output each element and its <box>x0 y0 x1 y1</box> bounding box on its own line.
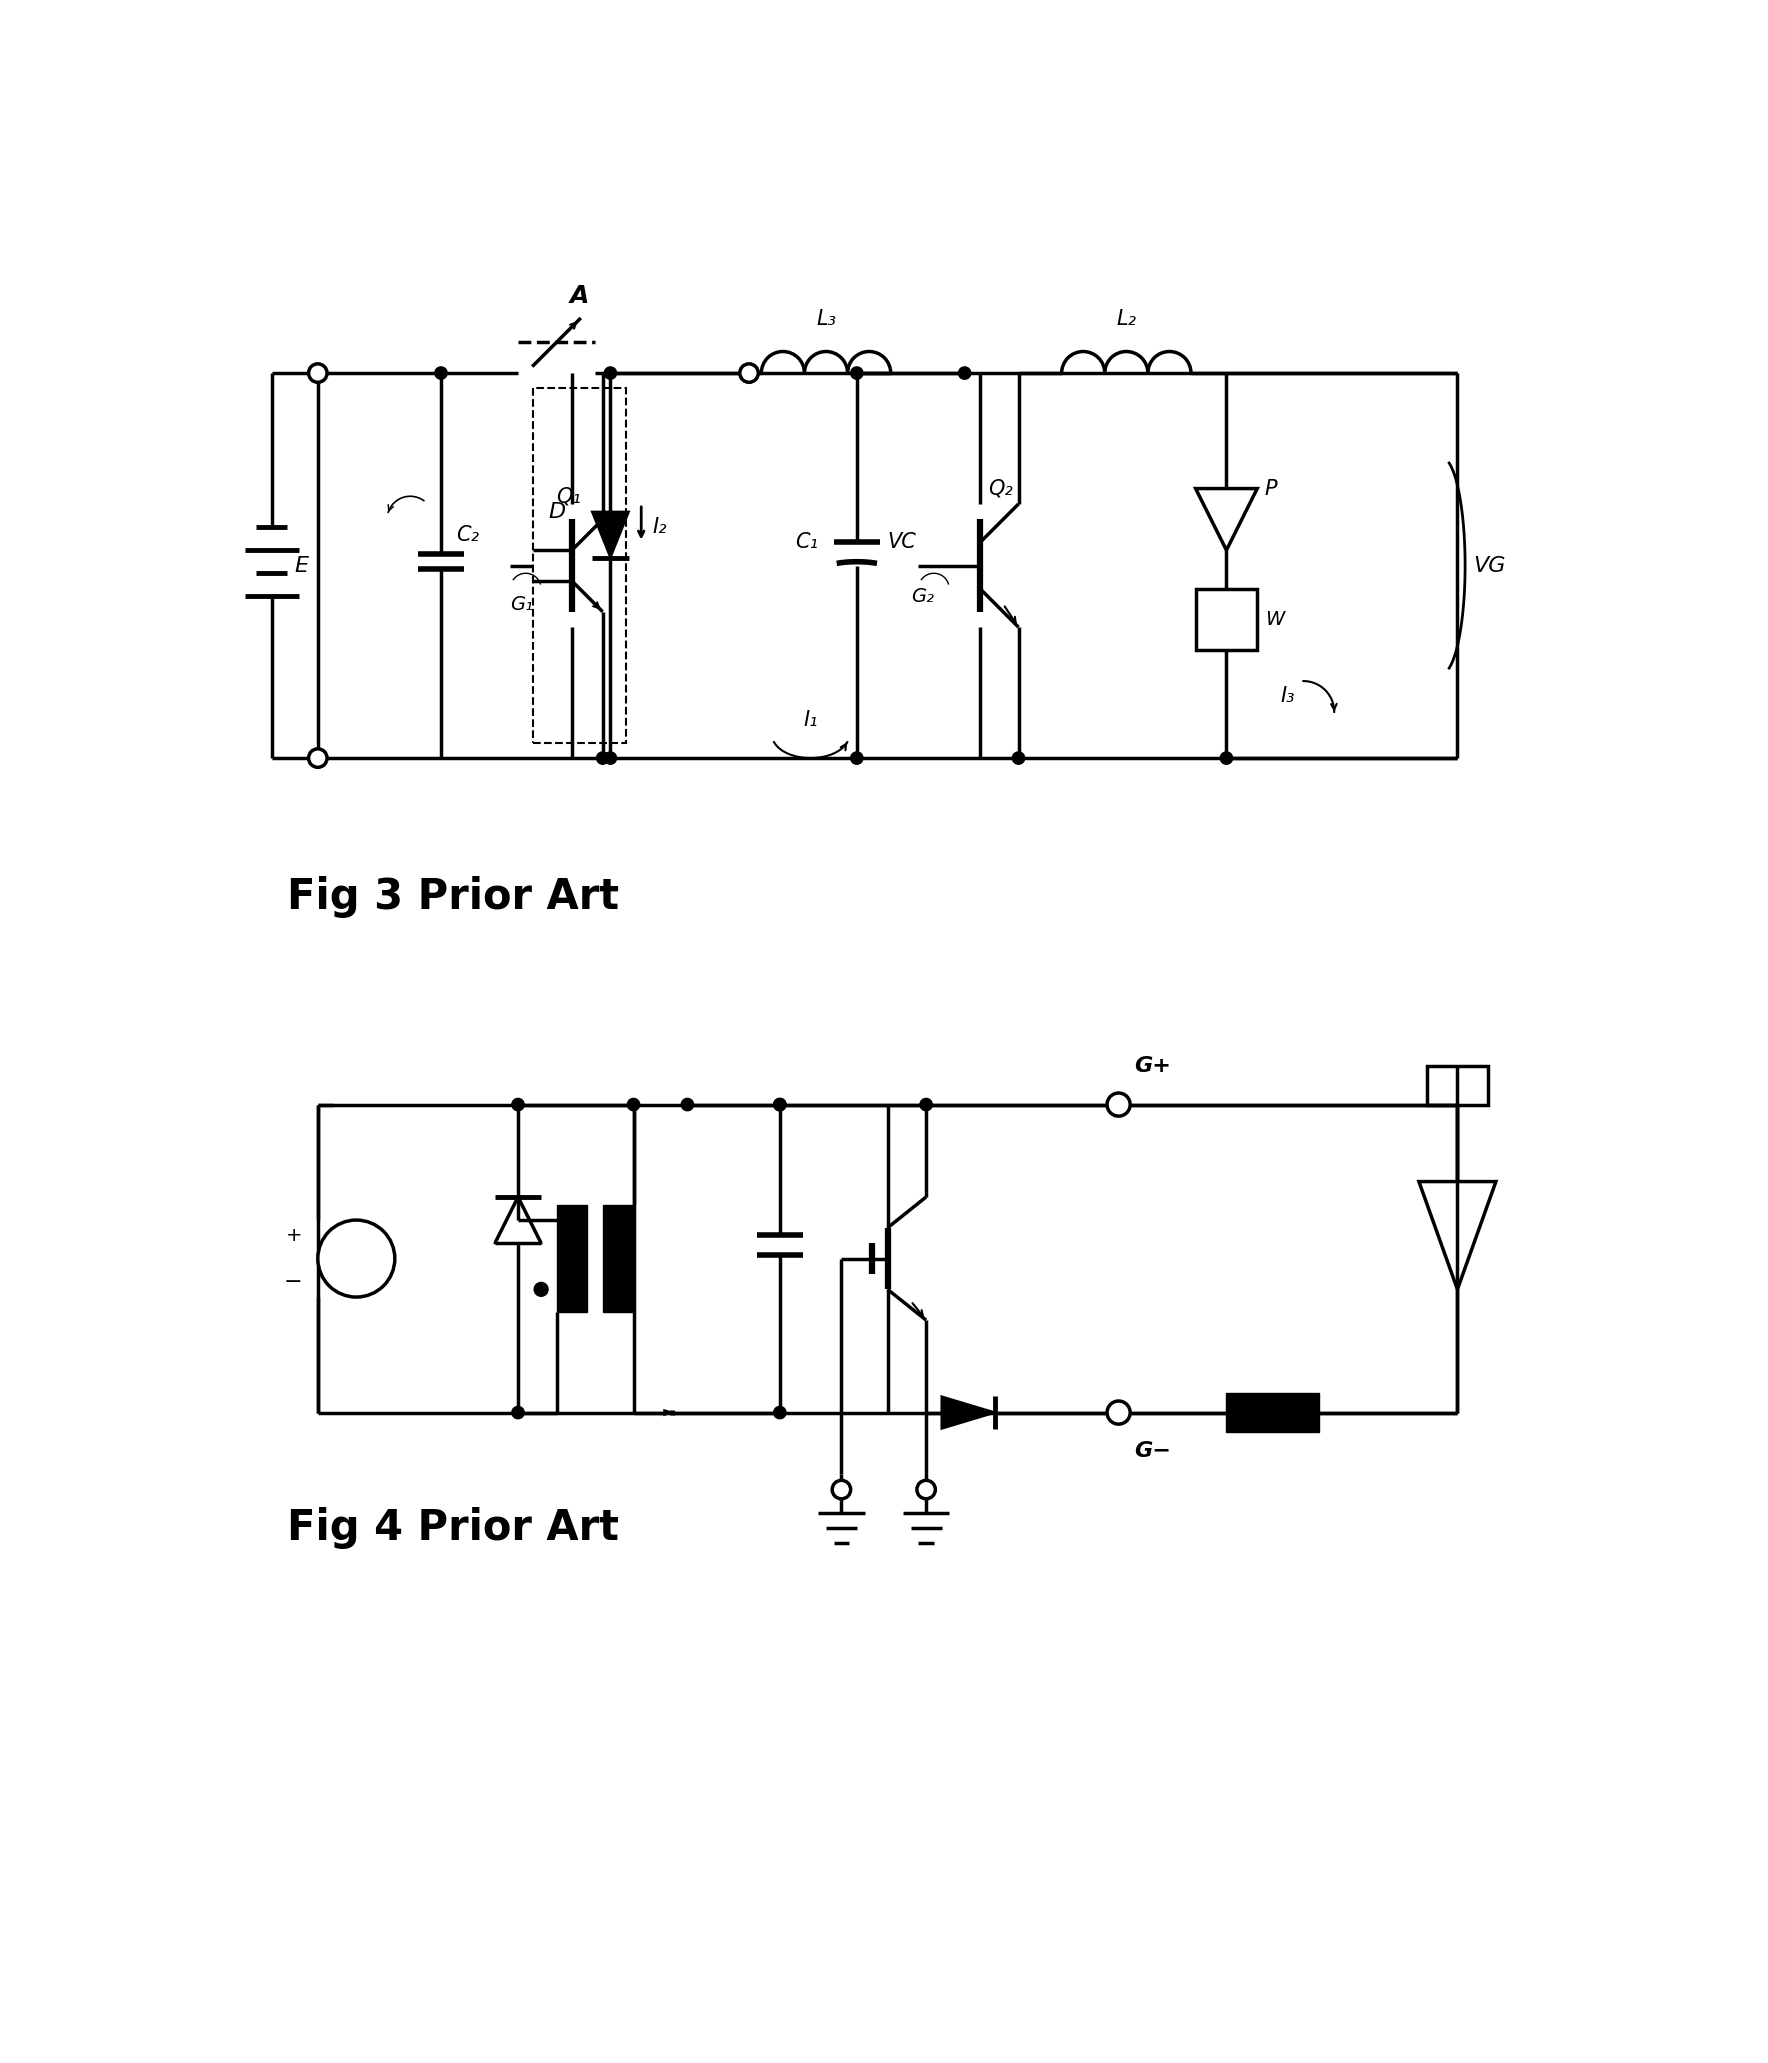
Circle shape <box>1013 751 1025 763</box>
Text: Q₁: Q₁ <box>557 487 582 505</box>
Text: A: A <box>569 285 589 307</box>
Circle shape <box>850 751 863 763</box>
Bar <box>603 1205 633 1312</box>
Circle shape <box>739 363 758 382</box>
Circle shape <box>513 1098 523 1110</box>
Text: G+: G+ <box>1133 1056 1170 1077</box>
Circle shape <box>309 363 327 382</box>
Text: W: W <box>1264 611 1284 629</box>
Circle shape <box>534 1283 548 1296</box>
Text: −: − <box>285 1271 302 1291</box>
Circle shape <box>628 1098 640 1110</box>
Circle shape <box>605 367 617 380</box>
Circle shape <box>559 1215 569 1225</box>
Bar <box>1227 1393 1319 1432</box>
Text: G₂: G₂ <box>911 586 934 607</box>
Text: D: D <box>548 501 566 522</box>
Circle shape <box>833 1481 850 1500</box>
Bar <box>534 388 626 743</box>
Circle shape <box>605 751 617 763</box>
Text: I₁: I₁ <box>803 710 819 730</box>
Text: Q₂: Q₂ <box>988 479 1013 499</box>
Text: C₂: C₂ <box>456 524 479 545</box>
Circle shape <box>958 367 971 380</box>
Bar <box>1195 588 1257 650</box>
Text: +: + <box>286 1225 302 1244</box>
Circle shape <box>774 1098 787 1110</box>
Bar <box>557 1205 587 1312</box>
Circle shape <box>1220 751 1232 763</box>
Text: L₂: L₂ <box>1116 309 1137 330</box>
Circle shape <box>513 1407 523 1419</box>
Circle shape <box>918 1481 935 1500</box>
Text: =: = <box>347 1240 366 1260</box>
Polygon shape <box>665 1411 672 1415</box>
Text: I₂: I₂ <box>652 518 667 536</box>
Circle shape <box>919 1098 932 1110</box>
Text: VC: VC <box>888 532 916 553</box>
Polygon shape <box>942 1397 995 1430</box>
Text: G−: G− <box>1133 1442 1170 1461</box>
Text: L₃: L₃ <box>817 309 836 330</box>
Circle shape <box>309 749 327 767</box>
Text: I₃: I₃ <box>1280 687 1296 706</box>
Circle shape <box>774 1098 787 1110</box>
Circle shape <box>596 751 608 763</box>
Text: Fig 4 Prior Art: Fig 4 Prior Art <box>286 1508 619 1549</box>
Text: C₁: C₁ <box>796 532 819 553</box>
Circle shape <box>435 367 447 380</box>
Polygon shape <box>592 512 629 557</box>
Circle shape <box>1107 1093 1130 1116</box>
Text: P: P <box>1264 479 1278 499</box>
Text: VG: VG <box>1473 555 1505 576</box>
Circle shape <box>318 1219 394 1298</box>
Circle shape <box>1107 1401 1130 1423</box>
Text: E: E <box>295 555 309 576</box>
Text: G₁: G₁ <box>511 594 534 613</box>
Bar <box>1427 1067 1489 1104</box>
Text: Fig 3 Prior Art: Fig 3 Prior Art <box>286 875 619 918</box>
Circle shape <box>850 367 863 380</box>
Circle shape <box>774 1407 787 1419</box>
Circle shape <box>681 1098 693 1110</box>
